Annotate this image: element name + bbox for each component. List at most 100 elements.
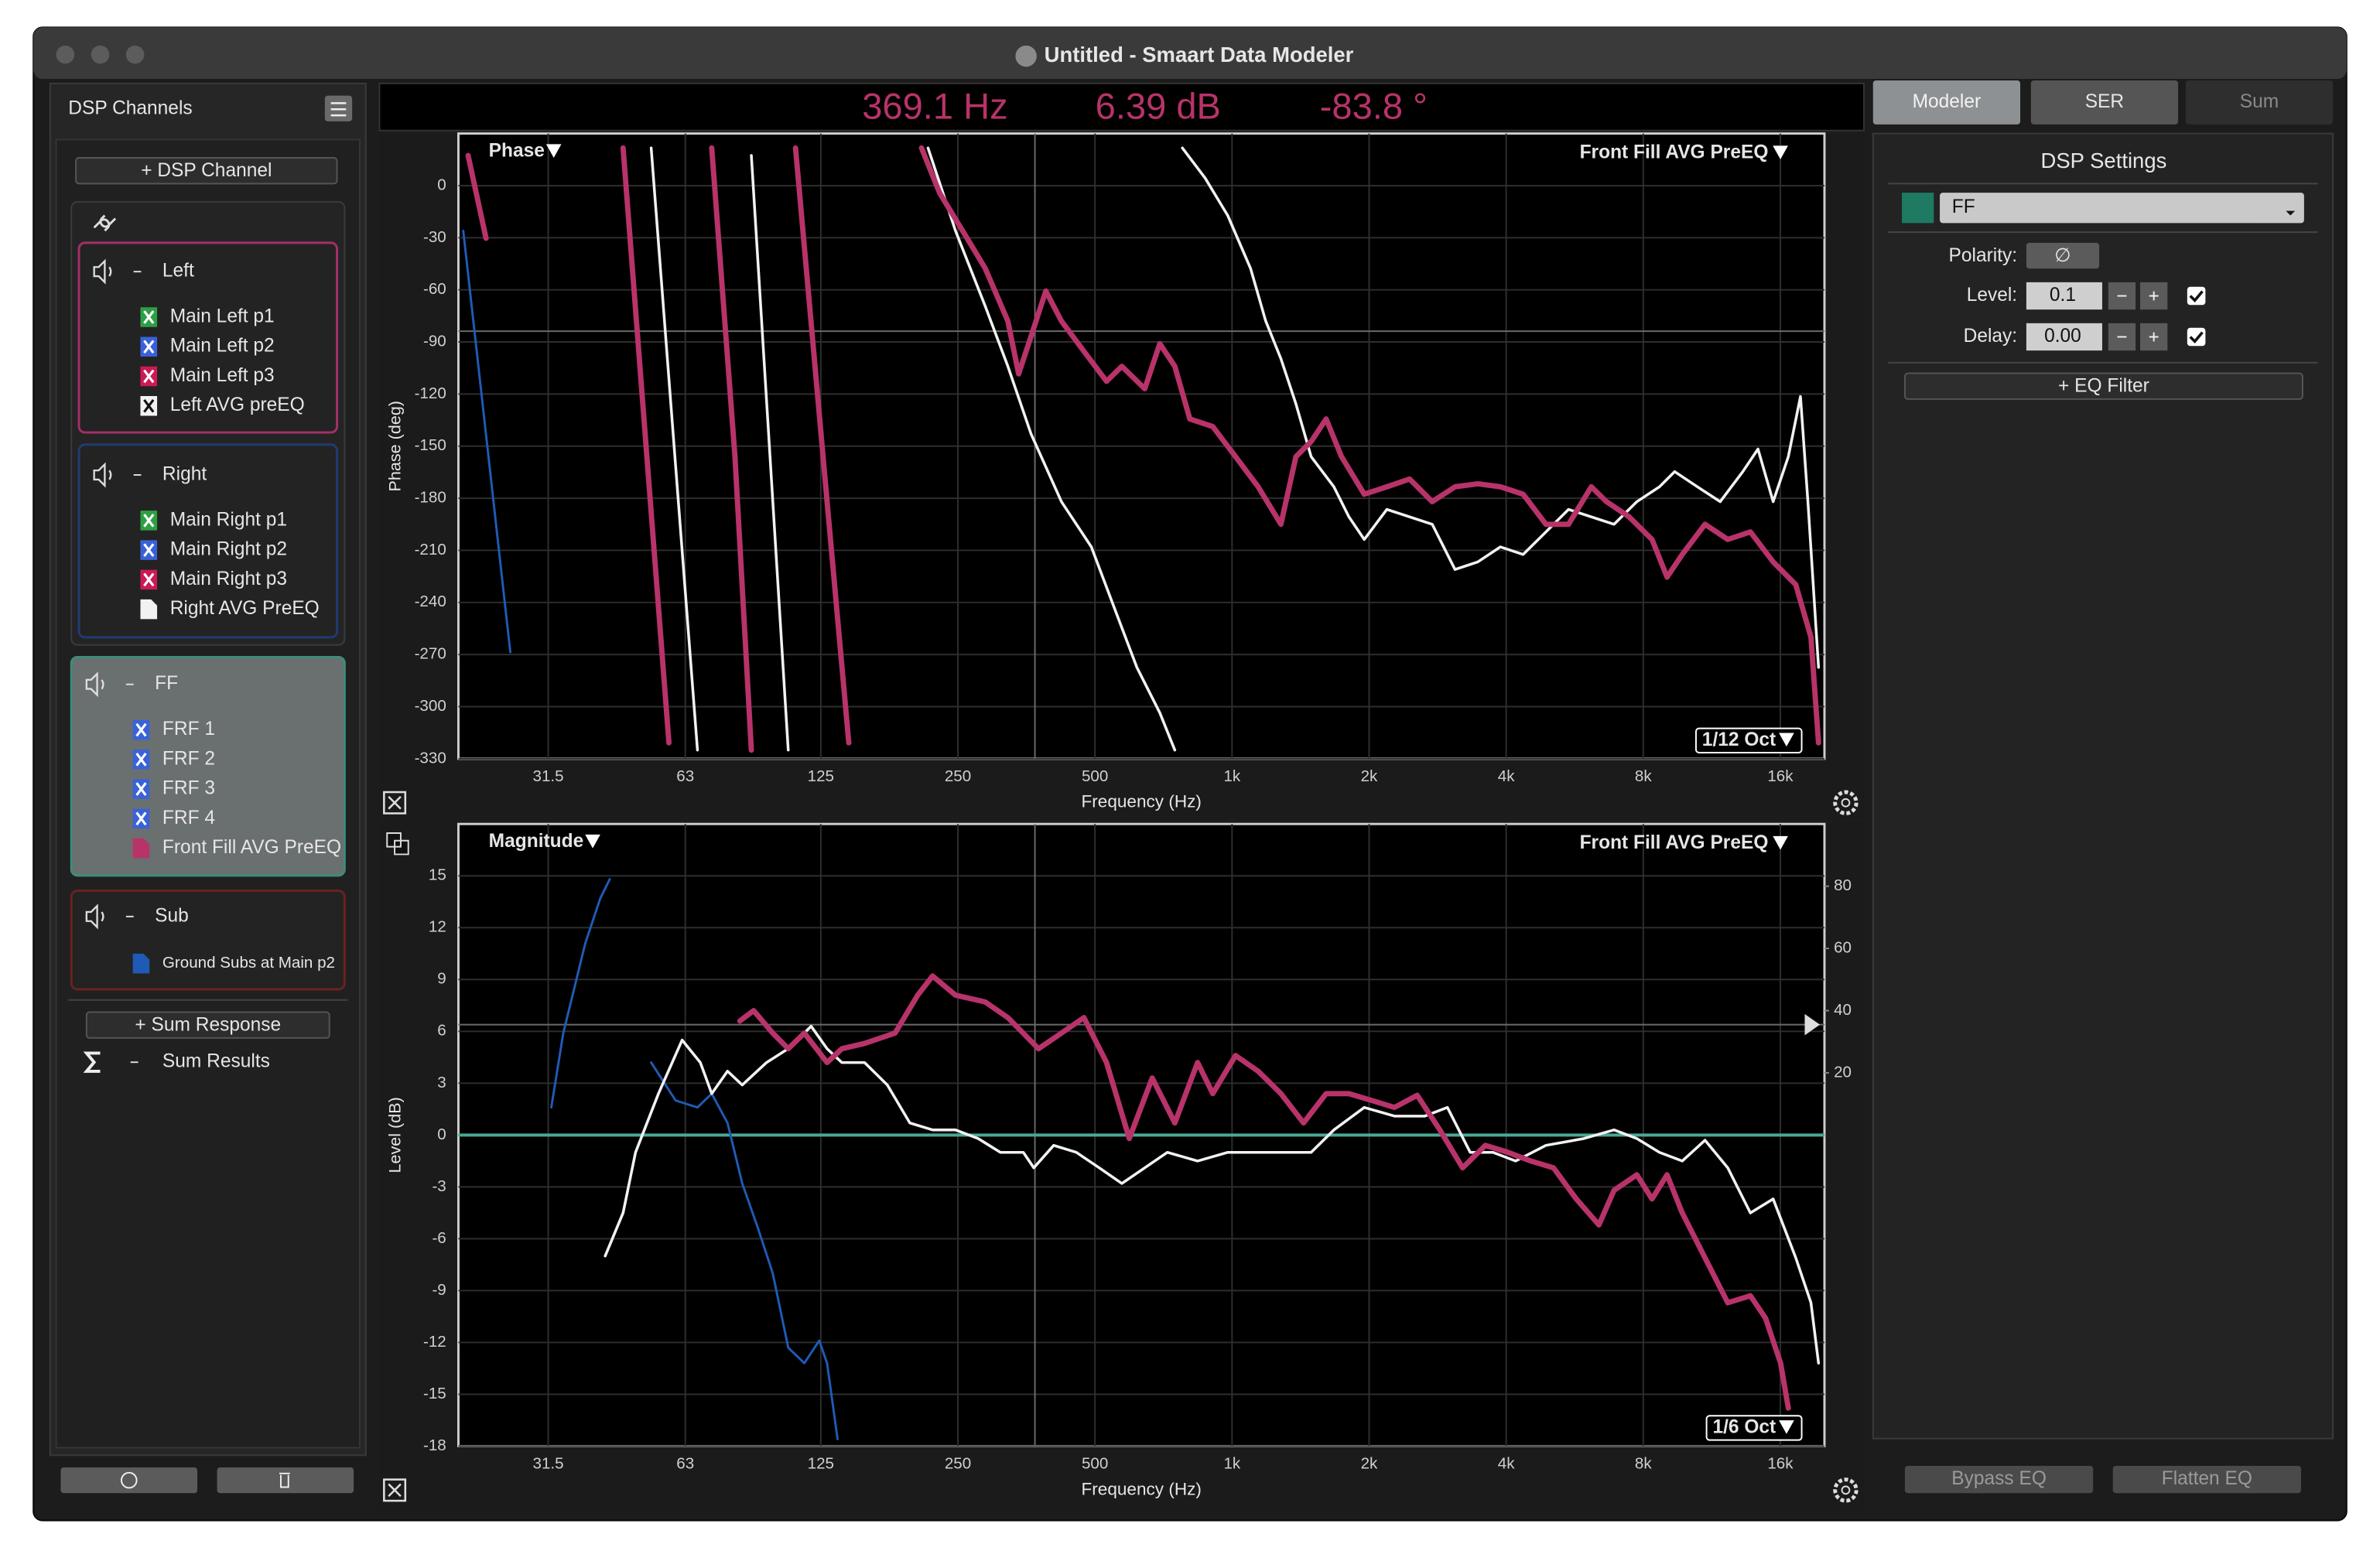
delay-input[interactable] bbox=[2026, 323, 2102, 351]
delay-checkbox[interactable] bbox=[2187, 327, 2206, 347]
add-sum-response-button[interactable] bbox=[85, 1011, 330, 1039]
info-icon bbox=[120, 1471, 138, 1489]
app-icon bbox=[1015, 45, 1037, 67]
close-plot-button[interactable] bbox=[383, 791, 407, 815]
y-tick-label: -90 bbox=[423, 332, 446, 350]
channel-icon-x bbox=[135, 722, 147, 737]
plus-icon bbox=[2149, 332, 2159, 342]
polarity-value: ∅ bbox=[2054, 245, 2071, 266]
x-tick-label: 63 bbox=[676, 1454, 694, 1472]
channel-icon-x bbox=[143, 369, 155, 384]
settings-gear[interactable] bbox=[1833, 1477, 1859, 1503]
add-dsp-channel-button[interactable] bbox=[75, 157, 338, 185]
y-tick-label: -30 bbox=[423, 228, 446, 246]
dropdown-arrow bbox=[2286, 210, 2296, 216]
channel-icon-x bbox=[143, 398, 155, 413]
x-tick-label: 500 bbox=[1082, 767, 1108, 785]
add-dsp-channel-label: + DSP Channel bbox=[141, 160, 272, 181]
channel-icon-x bbox=[135, 811, 147, 826]
chart-title[interactable]: Phase bbox=[489, 141, 545, 162]
resolution-dropdown-arrow[interactable] bbox=[1779, 733, 1794, 747]
x-tick-label: 1k bbox=[1223, 767, 1240, 785]
channel-name: Main Left p2 bbox=[170, 336, 275, 357]
y-axis-label: Level (dB) bbox=[385, 1097, 405, 1173]
channel-dropdown-value: FF bbox=[1952, 196, 1975, 217]
chart-subtitle[interactable]: Front Fill AVG PreEQ bbox=[1580, 832, 1769, 853]
channel-groups: Left Main Left p1 Main Left p2 Main Left p3… bbox=[70, 241, 346, 991]
subtitle-dropdown-arrow[interactable] bbox=[1773, 145, 1788, 159]
resolution-box[interactable] bbox=[1694, 727, 1803, 753]
level-cursor-handle[interactable] bbox=[1804, 1013, 1821, 1036]
channel-name: Front Fill AVG PreEQ bbox=[162, 837, 341, 858]
group-name: Left bbox=[162, 261, 194, 282]
y-tick-label: 3 bbox=[437, 1074, 446, 1091]
info-button[interactable] bbox=[60, 1467, 198, 1494]
title-bar bbox=[33, 27, 2347, 80]
delete-button[interactable] bbox=[217, 1467, 354, 1494]
delay-label: Delay: bbox=[1964, 326, 2018, 347]
y-tick-label: -12 bbox=[423, 1333, 446, 1351]
channel-icon-x bbox=[143, 514, 155, 528]
polarity-label: Polarity: bbox=[1949, 245, 2018, 266]
sigma-icon bbox=[83, 1051, 101, 1073]
channel-color-swatch bbox=[1902, 193, 1934, 224]
channel-icon[interactable] bbox=[132, 953, 150, 974]
readout-phase: -83.8 ° bbox=[1320, 86, 1428, 127]
flatten-eq-button[interactable] bbox=[2112, 1466, 2301, 1494]
check-icon bbox=[2189, 331, 2204, 343]
y-tick-label: -150 bbox=[415, 436, 446, 454]
tab[interactable] bbox=[1872, 80, 2021, 125]
y-tick-label: -120 bbox=[415, 384, 446, 402]
title-dropdown-arrow[interactable] bbox=[545, 144, 562, 159]
add-eq-filter-button[interactable] bbox=[1903, 372, 2303, 400]
resolution-dropdown-arrow[interactable] bbox=[1779, 1420, 1794, 1434]
channel-icon-x bbox=[135, 782, 147, 796]
speaker-icon[interactable] bbox=[85, 903, 104, 930]
speaker-icon[interactable] bbox=[85, 671, 104, 698]
trace bbox=[737, 973, 1791, 1411]
tab[interactable] bbox=[2185, 80, 2334, 125]
channel-icon[interactable] bbox=[140, 599, 158, 620]
link-icon[interactable] bbox=[93, 214, 117, 232]
x-tick-label: 31.5 bbox=[533, 1454, 564, 1472]
trash-icon bbox=[279, 1472, 290, 1488]
speaker-icon[interactable] bbox=[93, 462, 112, 488]
channel-group[interactable] bbox=[70, 890, 346, 991]
x-axis-label: Frequency (Hz) bbox=[1082, 792, 1202, 811]
channel-dropdown[interactable] bbox=[1940, 193, 2304, 224]
y-tick-label: 6 bbox=[437, 1022, 446, 1040]
readout-frequency: 369.1 Hz bbox=[862, 86, 1007, 127]
level-input[interactable] bbox=[2026, 282, 2102, 310]
y-tick-label: -3 bbox=[432, 1177, 446, 1195]
tab[interactable] bbox=[2030, 80, 2179, 125]
x-tick-label: 16k bbox=[1767, 767, 1794, 785]
dsp-settings-title: DSP Settings bbox=[2041, 149, 2167, 172]
subtitle-dropdown-arrow[interactable] bbox=[1773, 835, 1788, 850]
chart-title[interactable]: Magnitude bbox=[489, 831, 584, 852]
x-tick-label: 31.5 bbox=[533, 767, 564, 785]
resolution-box[interactable] bbox=[1705, 1415, 1803, 1441]
polarity-button[interactable] bbox=[2026, 242, 2100, 269]
channel-name: Main Right p1 bbox=[170, 509, 287, 530]
y-tick-label: -210 bbox=[415, 541, 446, 558]
close-plot-button[interactable] bbox=[383, 1478, 407, 1502]
bypass-eq-label: Bypass EQ bbox=[1951, 1468, 2047, 1489]
channel-name: Ground Subs at Main p2 bbox=[162, 954, 335, 972]
y-tick-label: -330 bbox=[415, 749, 446, 767]
bypass-eq-button[interactable] bbox=[1904, 1466, 2094, 1494]
resolution: 1/6 Oct bbox=[1712, 1416, 1776, 1437]
level-checkbox[interactable] bbox=[2187, 286, 2206, 306]
minimize-button[interactable] bbox=[91, 45, 110, 64]
zoom-button[interactable] bbox=[125, 45, 145, 64]
title-dropdown-arrow[interactable] bbox=[585, 834, 600, 849]
y-tick-label: 15 bbox=[429, 866, 446, 884]
speaker-icon[interactable] bbox=[93, 258, 112, 285]
channel-name: FRF 1 bbox=[162, 719, 215, 740]
add-sum-response-label: + Sum Response bbox=[135, 1015, 281, 1036]
channel-icon[interactable] bbox=[132, 838, 150, 859]
close-button[interactable] bbox=[56, 45, 75, 64]
overlay-icon[interactable] bbox=[386, 832, 409, 856]
settings-gear[interactable] bbox=[1833, 790, 1859, 815]
chart-subtitle[interactable]: Front Fill AVG PreEQ bbox=[1580, 142, 1769, 163]
close-plot-icon bbox=[388, 1483, 402, 1498]
